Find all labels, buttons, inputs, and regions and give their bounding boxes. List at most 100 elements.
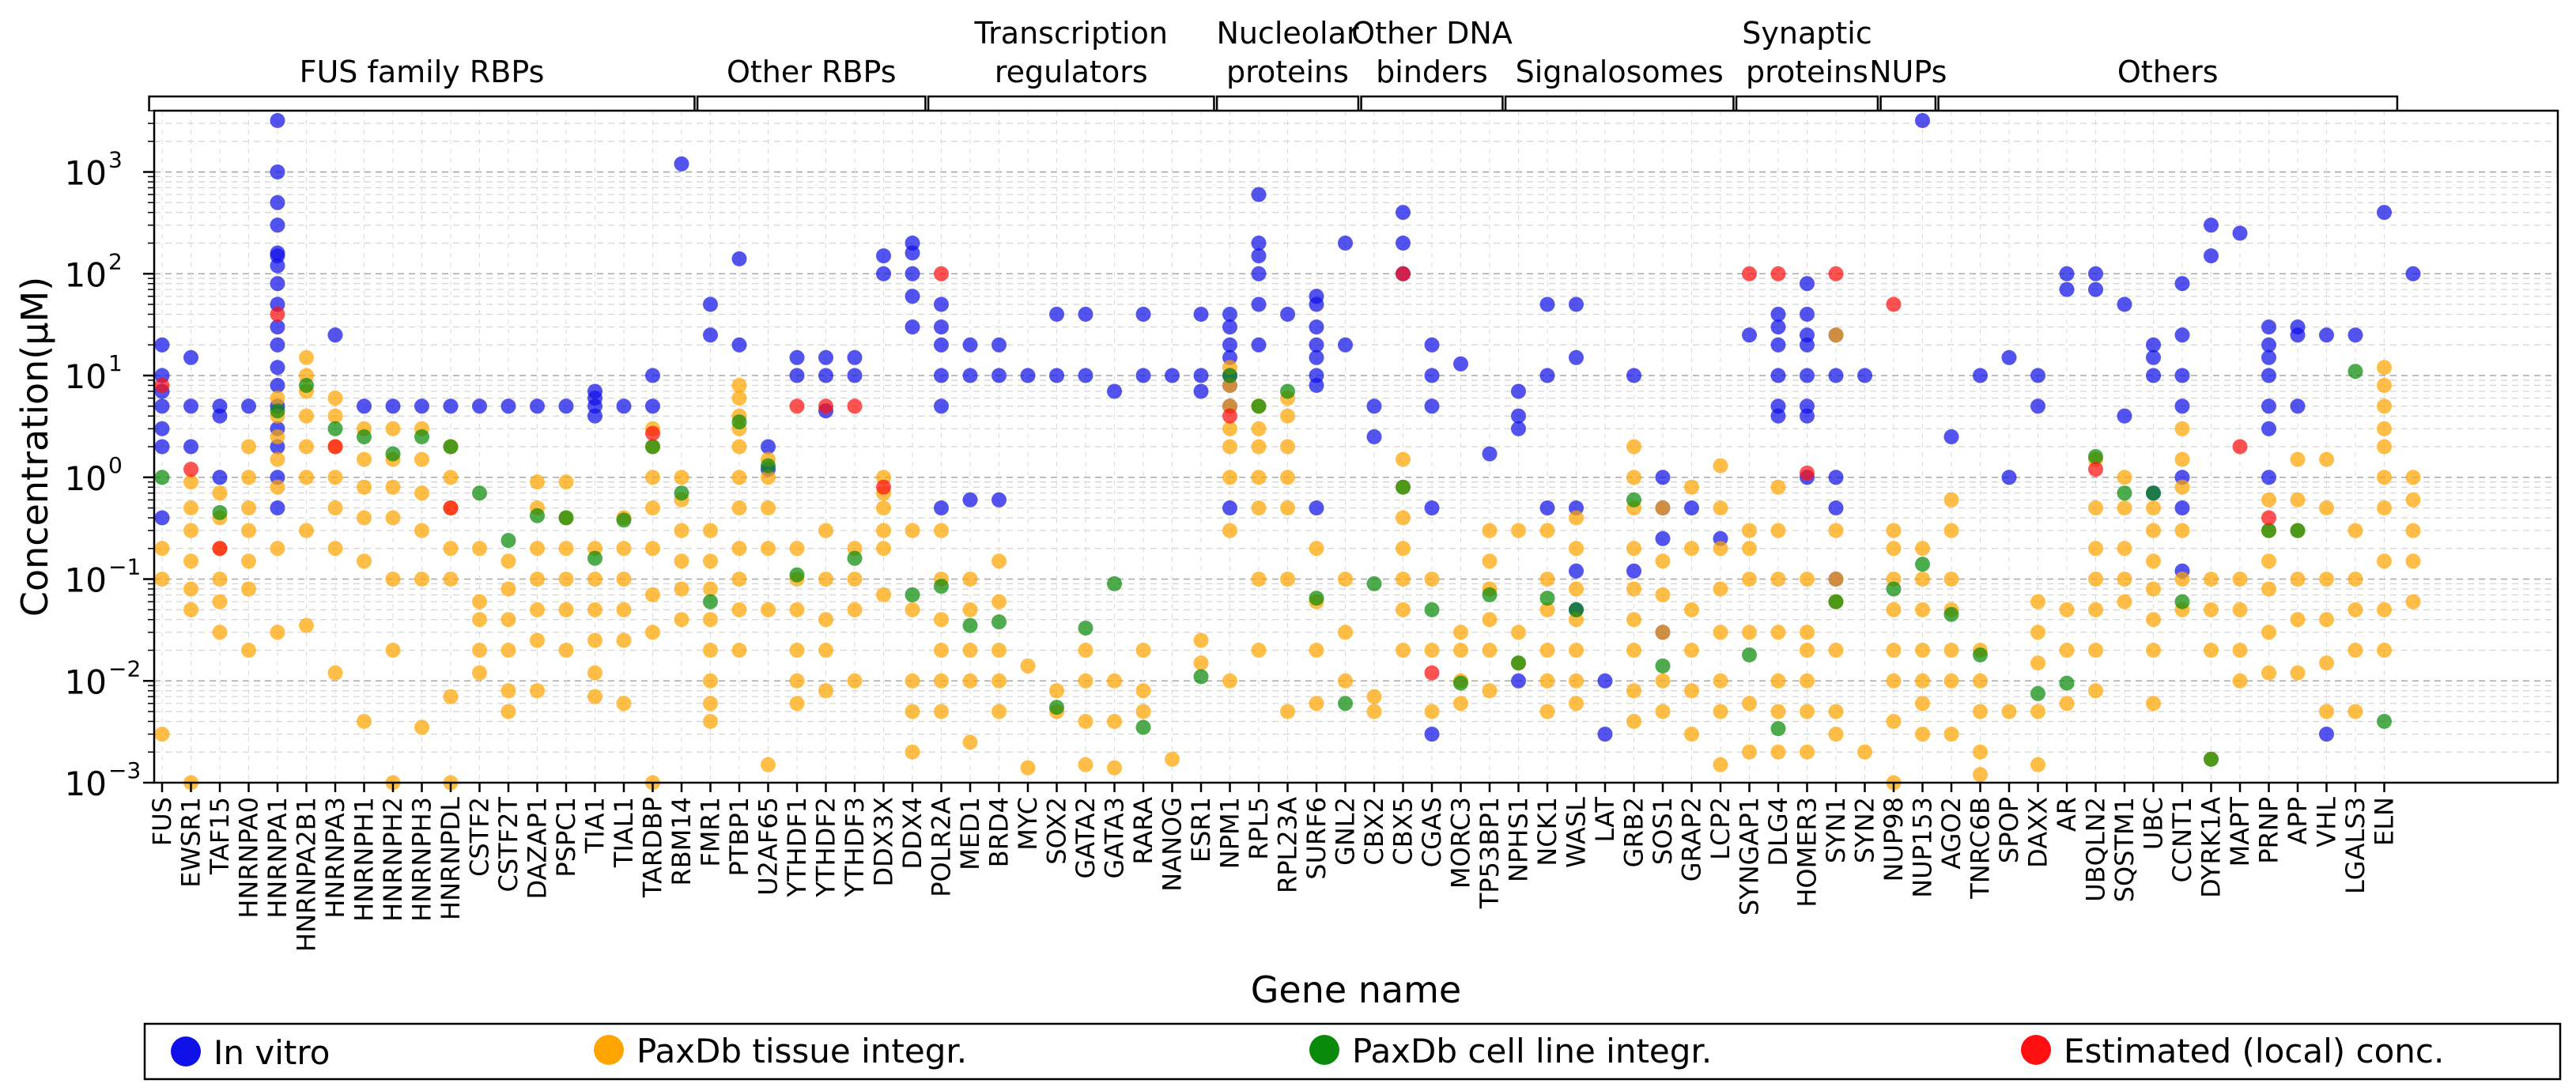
data-point-paxdb-tissue-integr [357,553,372,569]
data-point-paxdb-tissue-integr [472,541,487,557]
data-point-paxdb-cell-line-integr [2261,523,2276,538]
data-point-in-vitro [1770,337,1786,353]
data-point-paxdb-cell-line-integr [1511,655,1526,671]
data-point-paxdb-tissue-integr [847,602,863,617]
data-point-paxdb-cell-line-integr [1626,492,1641,508]
x-tick-label-npm1: NPM1 [1215,797,1245,869]
data-point-in-vitro [443,398,459,414]
data-point-paxdb-tissue-integr [847,572,863,587]
data-point-paxdb-tissue-integr [299,617,314,633]
data-point-paxdb-tissue-integr [1222,421,1237,436]
data-point-paxdb-tissue-integr [1482,523,1498,538]
data-point-paxdb-cell-line-integr [414,429,429,444]
data-point-paxdb-tissue-integr [1915,602,1930,617]
data-point-in-vitro [962,337,978,353]
legend-marker-estimated [2021,1035,2051,1065]
data-point-paxdb-tissue-integr [2117,500,2132,515]
data-point-in-vitro [962,492,978,508]
data-point-paxdb-tissue-integr [2146,581,2161,597]
data-point-in-vitro [1828,500,1844,515]
data-point-paxdb-tissue-integr [443,572,459,587]
x-tick-label-ythdf3: YTHDF3 [840,797,870,898]
data-point-in-vitro [1511,383,1526,399]
x-tick-label-hnrnpa1: HNRNPA1 [263,797,293,919]
data-point-paxdb-tissue-integr [443,541,459,557]
data-point-in-vitro [1309,378,1324,393]
data-point-paxdb-tissue-integr [1800,625,1815,640]
data-point-paxdb-tissue-integr [1539,704,1555,719]
category-bracket [148,95,696,111]
data-point-in-vitro [731,251,747,266]
data-point-estimated-local-conc [1886,296,1902,312]
data-point-paxdb-tissue-integr [1396,510,1411,526]
data-point-paxdb-tissue-integr [241,643,256,658]
data-point-paxdb-cell-line-integr [530,508,545,523]
data-point-paxdb-tissue-integr [2030,594,2045,610]
data-point-paxdb-cell-line-integr [327,421,343,436]
category-bracket [1504,95,1735,111]
data-point-paxdb-tissue-integr [299,349,314,365]
data-point-paxdb-tissue-integr [183,523,198,538]
category-bracket [1735,95,1879,111]
data-point-in-vitro [2377,205,2392,221]
data-point-paxdb-tissue-integr [299,408,314,424]
data-point-paxdb-tissue-integr [2174,479,2190,495]
data-point-paxdb-tissue-integr [154,541,170,557]
data-point-in-vitro [2204,217,2219,233]
data-point-paxdb-tissue-integr [530,683,545,699]
data-point-paxdb-cell-line-integr [1770,721,1786,737]
data-point-in-vitro [1569,296,1584,312]
data-point-in-vitro [270,164,285,179]
x-tick-label-rbm14: RBM14 [667,797,697,886]
data-point-in-vitro [1366,429,1382,444]
data-point-paxdb-tissue-integr [1770,704,1786,719]
data-point-paxdb-tissue-integr [327,541,343,557]
data-point-paxdb-tissue-integr [2030,757,2045,772]
data-point-in-vitro [2146,337,2161,353]
x-tick-label-vhl: VHL [2312,797,2342,848]
x-tick-label-hnrnpa3: HNRNPA3 [320,797,350,919]
data-point-paxdb-tissue-integr [2088,602,2103,617]
x-tick-label-lat: LAT [1590,797,1620,843]
data-point-paxdb-tissue-integr [616,541,632,557]
data-point-in-vitro [876,266,891,281]
data-point-in-vitro [1424,727,1440,742]
x-tick-label-cbx2: CBX2 [1359,797,1389,866]
data-point-paxdb-tissue-integr [2174,451,2190,467]
data-point-paxdb-tissue-integr [2088,643,2103,658]
data-point-paxdb-tissue-integr [241,523,256,538]
grid-lines [154,110,2558,783]
category-label: Other RBPs [727,55,897,89]
data-point-paxdb-cell-line-integr [1742,647,1757,663]
data-point-paxdb-tissue-integr [1943,727,1959,742]
data-point-paxdb-cell-line-integr [1309,591,1324,606]
data-point-paxdb-tissue-integr [1713,625,1728,640]
data-point-paxdb-tissue-integr [1973,704,1988,719]
data-point-paxdb-tissue-integr [1309,696,1324,712]
data-point-in-vitro [1684,500,1699,515]
x-tick-label-cbx5: CBX5 [1388,797,1418,866]
data-point-paxdb-tissue-integr [616,572,632,587]
data-point-paxdb-tissue-integr [183,500,198,515]
data-point-paxdb-tissue-integr [1049,683,1064,699]
data-point-paxdb-tissue-integr [530,602,545,617]
data-point-in-vitro [183,349,198,365]
category-label: proteins [1746,55,1868,89]
data-point-estimated-local-conc [1828,266,1844,281]
data-point-paxdb-tissue-integr [1886,673,1902,689]
data-point-paxdb-cell-line-integr [847,550,863,566]
data-point-estimated-local-conc [645,425,660,441]
y-tick-label: 10 [65,663,107,701]
data-point-in-vitro [1251,248,1267,264]
data-point-paxdb-tissue-integr [1482,643,1498,658]
data-point-paxdb-cell-line-integr [1280,383,1295,399]
data-point-in-vitro [789,368,805,383]
data-point-paxdb-tissue-integr [1280,704,1295,719]
data-point-paxdb-tissue-integr [2290,572,2306,587]
data-point-paxdb-tissue-integr [789,673,805,689]
data-point-paxdb-cell-line-integr [1107,576,1122,591]
data-point-in-vitro [1078,307,1093,322]
data-point-paxdb-tissue-integr [2232,572,2248,587]
data-point-paxdb-tissue-integr [2146,612,2161,628]
x-tick-label-cstf2: CSTF2 [465,797,495,877]
